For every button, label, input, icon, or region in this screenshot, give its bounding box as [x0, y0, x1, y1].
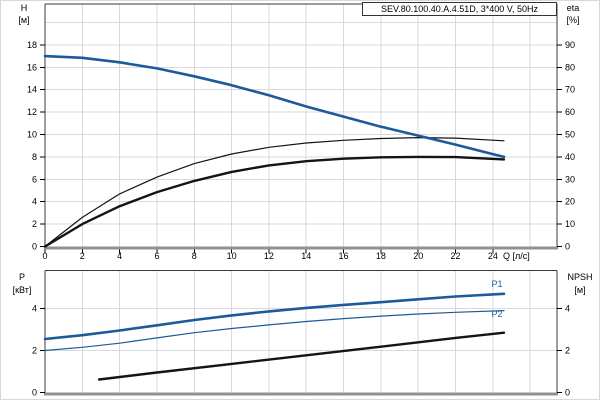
x-axis-tick-label: 22 [451, 251, 461, 261]
x-axis-tick-label: 12 [264, 251, 274, 261]
h-axis-name: H [20, 3, 28, 13]
curve-label-p1: P1 [491, 279, 503, 289]
x-axis-title: Q [л/с] [503, 251, 530, 261]
right-axis-tick-label: 4 [565, 304, 570, 314]
npsh-axis-name: NPSH [567, 272, 593, 282]
p-axis-name: P [18, 272, 25, 282]
pump-title: SEV.80.100.40.A.4.51D, 3*400 V, 50Hz [381, 4, 538, 14]
right-axis-tick-label: 80 [565, 62, 575, 72]
left-axis-tick-label: 8 [32, 152, 37, 162]
curve-eta2 [43, 155, 506, 248]
right-axis-tick-label: 0 [565, 242, 570, 252]
x-axis-tick-label: 14 [301, 251, 311, 261]
curve-h [43, 54, 506, 159]
left-axis-tick-label: 12 [27, 107, 37, 117]
left-axis-tick-label: 4 [32, 197, 37, 207]
right-axis-tick-label: 10 [565, 219, 575, 229]
curve-eta1 [44, 137, 505, 248]
x-axis-tick-label: 10 [227, 251, 237, 261]
right-axis-tick-label: 2 [565, 346, 570, 356]
curve-npsh [97, 331, 506, 381]
pump-title-box: SEV.80.100.40.A.4.51D, 3*400 V, 50Hz [362, 2, 557, 16]
left-axis-tick-label: 0 [32, 388, 37, 398]
npsh-axis-unit: [м] [574, 285, 586, 295]
eta-axis-unit: [%] [566, 15, 580, 25]
eta-axis-name: eta [566, 3, 580, 13]
power-npsh-chart: 0 2 4 0 2 4 [32, 270, 570, 398]
left-axis-tick-label: 14 [27, 85, 37, 95]
right-axis-tick-label: 50 [565, 130, 575, 140]
x-axis-tick-label: 6 [154, 251, 159, 261]
left-axis-tick-label: 2 [32, 219, 37, 229]
x-axis-tick-label: 2 [80, 251, 85, 261]
x-axis-tick-label: 20 [413, 251, 423, 261]
curve-p1 [43, 292, 506, 341]
right-axis-tick-label: 30 [565, 174, 575, 184]
right-axis-tick-label: 60 [565, 107, 575, 117]
p-axis-unit: [кВт] [12, 285, 32, 295]
left-axis-tick-label: 6 [32, 174, 37, 184]
right-axis-tick-label: 70 [565, 85, 575, 95]
x-axis-tick-label: 0 [42, 251, 47, 261]
right-axis-tick-label: 20 [565, 197, 575, 207]
left-axis-tick-label: 4 [32, 304, 37, 314]
curve-p2 [44, 310, 505, 352]
h-axis-unit: [м] [18, 15, 30, 25]
x-axis-tick-label: 16 [339, 251, 349, 261]
left-axis-tick-label: 18 [27, 40, 37, 50]
x-axis-tick-label: 8 [192, 251, 197, 261]
right-axis-tick-label: 90 [565, 40, 575, 50]
left-axis-tick-label: 16 [27, 62, 37, 72]
x-axis-tick-label: 18 [376, 251, 386, 261]
right-axis-tick-label: 40 [565, 152, 575, 162]
left-axis-tick-label: 2 [32, 346, 37, 356]
x-axis-tick-label: 4 [117, 251, 122, 261]
curve-label-p2: P2 [491, 309, 503, 319]
right-axis-tick-label: 0 [565, 388, 570, 398]
left-axis-tick-label: 10 [27, 130, 37, 140]
left-axis-tick-label: 0 [32, 242, 37, 252]
x-axis-tick-label: 24 [488, 251, 498, 261]
